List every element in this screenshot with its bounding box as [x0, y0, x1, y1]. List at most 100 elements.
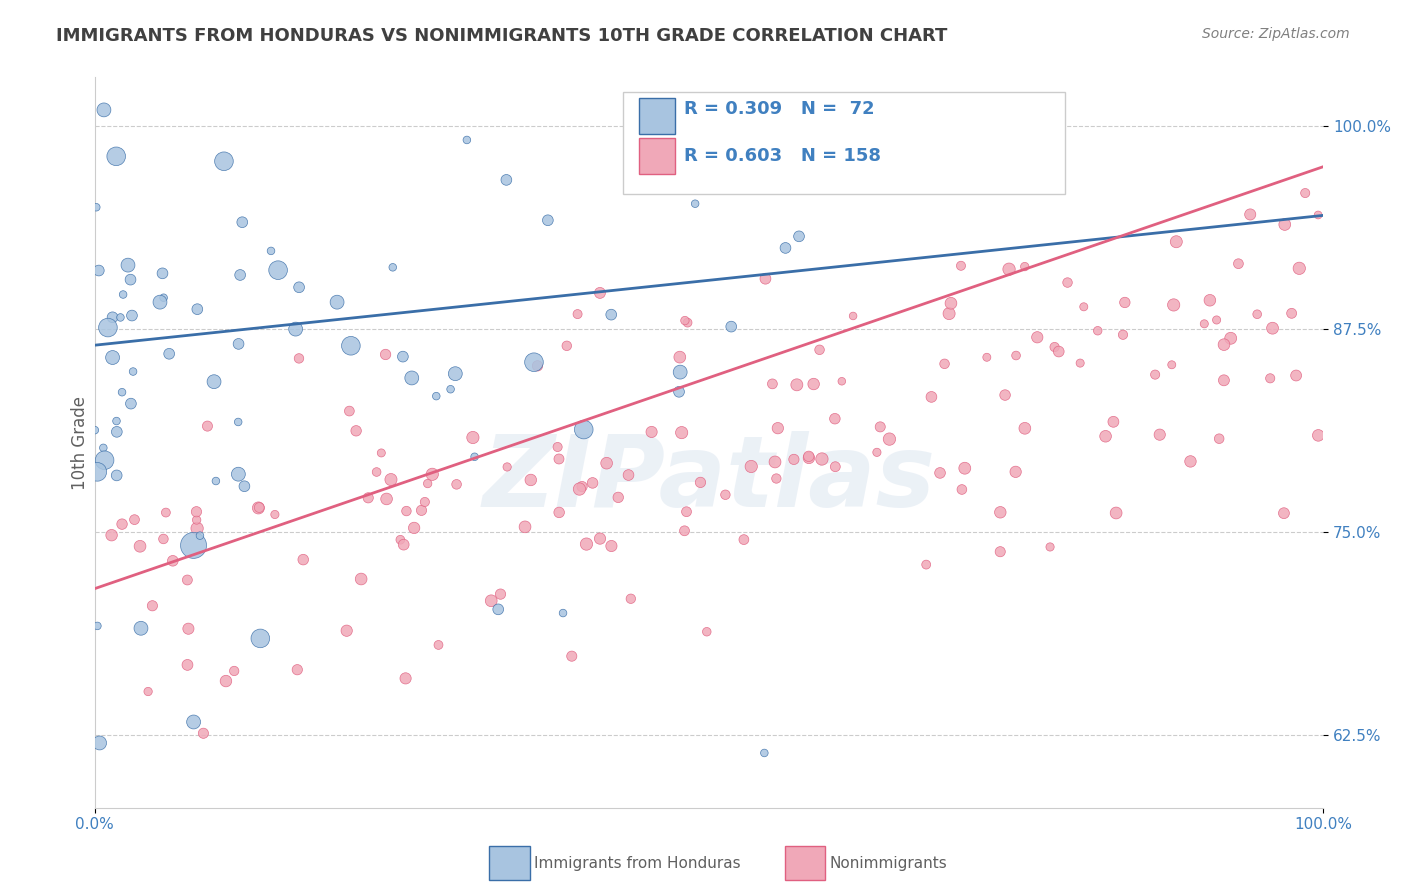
Point — [640, 425, 662, 439]
Point — [155, 506, 177, 520]
Point — [953, 461, 976, 475]
Point — [1144, 368, 1167, 382]
Point — [607, 491, 630, 505]
Y-axis label: 10th Grade: 10th Grade — [72, 395, 89, 490]
Point — [567, 307, 589, 321]
Point — [581, 475, 603, 490]
Point — [1039, 540, 1062, 554]
Point — [520, 473, 543, 487]
Point — [120, 396, 142, 410]
Point — [929, 466, 952, 480]
Point — [920, 390, 942, 404]
Point — [1261, 321, 1284, 335]
Point — [202, 375, 225, 389]
Point — [84, 200, 107, 214]
Point — [676, 316, 699, 330]
Point — [394, 672, 416, 686]
Point — [215, 674, 238, 689]
Point — [89, 736, 111, 750]
Point — [1112, 327, 1135, 342]
Point — [267, 263, 290, 277]
Point — [1114, 295, 1136, 310]
Point — [105, 468, 128, 483]
Point — [231, 215, 253, 229]
Point — [486, 602, 509, 616]
Point — [595, 456, 617, 470]
Point — [413, 495, 436, 509]
Point — [1308, 208, 1330, 222]
Point — [763, 455, 786, 469]
Point — [1308, 428, 1330, 442]
Point — [950, 483, 973, 497]
Point — [526, 359, 548, 373]
Point — [1087, 324, 1109, 338]
Point — [1004, 465, 1026, 479]
Point — [740, 459, 762, 474]
Text: Immigrants from Honduras: Immigrants from Honduras — [534, 856, 741, 871]
Point — [129, 539, 152, 553]
Point — [1288, 261, 1310, 276]
Point — [233, 479, 256, 493]
Point — [100, 528, 122, 542]
Point — [183, 538, 205, 552]
Point — [600, 539, 623, 553]
Point — [152, 291, 174, 305]
Point — [285, 663, 308, 677]
Point — [589, 285, 612, 300]
Point — [824, 411, 846, 425]
Point — [575, 537, 598, 551]
Point — [669, 365, 692, 379]
Point — [370, 446, 392, 460]
Point — [949, 259, 972, 273]
Point — [988, 505, 1011, 519]
Point — [1213, 337, 1236, 351]
Point — [1014, 260, 1036, 274]
Point — [513, 520, 536, 534]
Point — [803, 377, 825, 392]
Point — [669, 350, 692, 364]
Point — [288, 351, 311, 366]
Point — [392, 538, 415, 552]
Point — [720, 319, 742, 334]
Point — [381, 260, 404, 275]
Point — [869, 420, 891, 434]
Point — [737, 182, 759, 196]
Point — [1274, 218, 1296, 232]
Point — [176, 657, 198, 672]
Point — [866, 445, 889, 459]
Point — [350, 572, 373, 586]
Point — [842, 309, 865, 323]
Point — [523, 355, 546, 369]
Point — [374, 347, 396, 361]
Point — [101, 351, 124, 365]
Point — [561, 649, 583, 664]
Point — [1219, 331, 1241, 345]
Point — [675, 505, 697, 519]
Point — [461, 430, 484, 444]
Point — [547, 440, 569, 454]
Point — [551, 606, 574, 620]
Point — [446, 477, 468, 491]
Point — [162, 554, 184, 568]
Point — [226, 415, 249, 429]
Point — [337, 404, 360, 418]
Point — [129, 621, 152, 635]
Point — [976, 351, 998, 365]
Point — [411, 503, 433, 517]
Point — [808, 343, 831, 357]
Point — [366, 465, 388, 479]
Point — [380, 473, 402, 487]
Point — [122, 365, 145, 379]
Point — [1043, 340, 1066, 354]
Point — [879, 432, 901, 446]
Point — [87, 263, 110, 277]
Point — [111, 517, 134, 532]
Point — [783, 452, 806, 467]
Point — [389, 533, 412, 547]
Point — [183, 714, 205, 729]
Point — [105, 425, 128, 439]
Point — [572, 423, 595, 437]
Point — [392, 350, 415, 364]
Point — [568, 482, 591, 496]
Point — [456, 133, 478, 147]
